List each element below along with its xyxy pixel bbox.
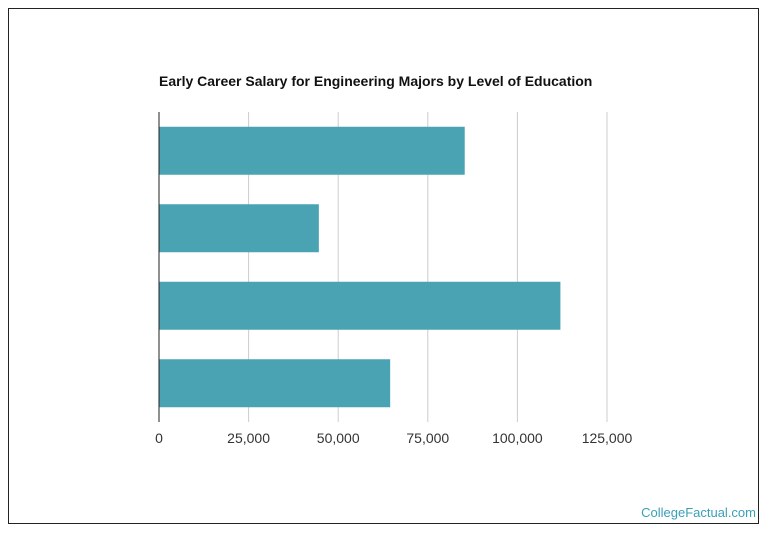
bar[interactable]	[159, 126, 465, 175]
x-tick-label: 100,000	[492, 430, 543, 446]
x-tick-label: 75,000	[406, 430, 449, 446]
chart-frame	[8, 8, 759, 524]
bar[interactable]	[159, 359, 391, 408]
bar[interactable]	[159, 204, 319, 253]
chart-title: Early Career Salary for Engineering Majo…	[159, 73, 593, 89]
x-tick-label: 125,000	[582, 430, 633, 446]
watermark-link[interactable]: CollegeFactual.com	[641, 505, 756, 520]
x-tick-label: 0	[155, 430, 163, 446]
x-tick-label: 25,000	[227, 430, 270, 446]
x-tick-label: 50,000	[317, 430, 360, 446]
bar[interactable]	[159, 281, 561, 330]
